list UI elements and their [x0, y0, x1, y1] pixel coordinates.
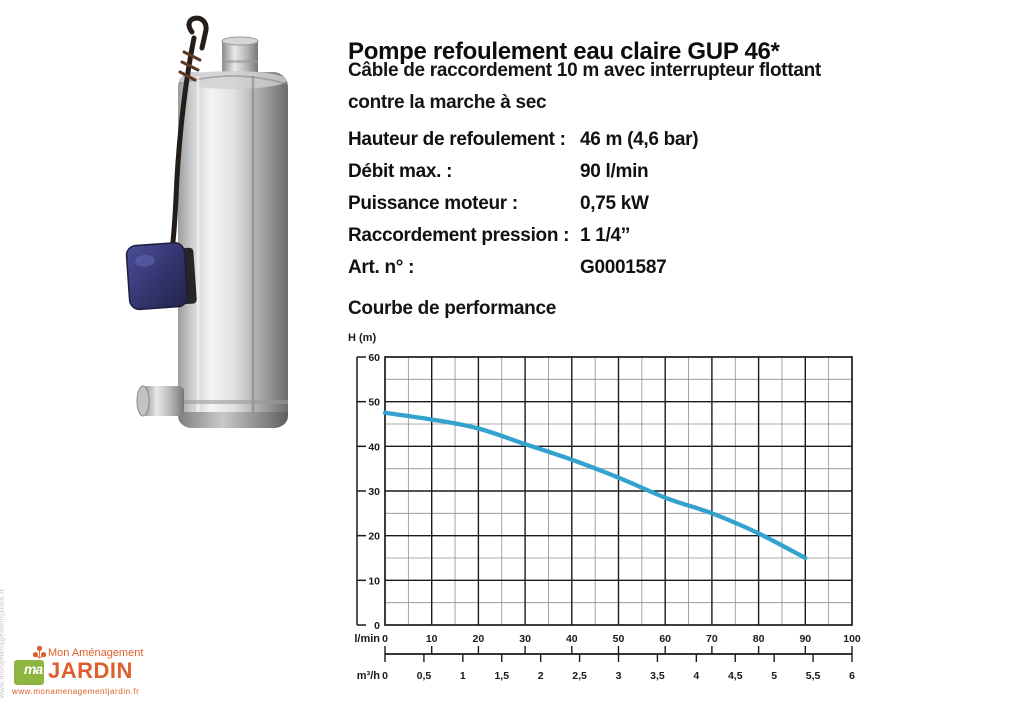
performance-chart: 0 10 20 30 40 50 60 H (m) l/min 0 10 20 30 40 50 60 70 80…: [340, 328, 870, 694]
spec-value: 90 l/min: [580, 161, 649, 182]
spec-table: Hauteur de refoulement : 46 m (4,6 bar) Dé…: [348, 124, 908, 284]
pump-body: [178, 71, 288, 428]
pump-photo-illustration: [125, 15, 288, 428]
product-description-line1: Câble de raccordement 10 m avec interrup…: [348, 60, 821, 81]
x-tick-label-m3h: 5: [771, 670, 777, 682]
x-tick-label-m3h: 5,5: [806, 670, 821, 682]
x-tick-label-m3h: 3: [616, 670, 622, 682]
spec-row: Art. n° : G0001587: [348, 252, 908, 284]
plot-border: [384, 356, 853, 626]
product-description-line2: contre la marche à sec: [348, 92, 547, 113]
logo-brand-main: JARDIN: [48, 658, 133, 683]
x-tick-label-lmin: 20: [473, 633, 485, 645]
spec-label: Hauteur de refoulement :: [348, 129, 566, 150]
x-tick-label-m3h: 2,5: [572, 670, 587, 682]
spec-row: Débit max. : 90 l/min: [348, 156, 908, 188]
y-tick-label: 0: [374, 620, 380, 632]
logo-url: www.monamenagementjardin.fr: [12, 687, 140, 696]
x-tick-label-m3h: 1: [460, 670, 466, 682]
x-tick-label-lmin: 0: [382, 633, 388, 645]
logo-green-square: ma: [14, 660, 44, 685]
spec-value: 0,75 kW: [580, 193, 649, 214]
pump-outlet-bottom: [136, 385, 184, 417]
logo-monogram: ma: [23, 661, 43, 677]
x-tick-label-lmin: 100: [843, 633, 861, 645]
spec-value: 46 m (4,6 bar): [580, 129, 699, 150]
spec-label: Puissance moteur :: [348, 193, 518, 214]
x-tick-label-m3h: 0,5: [417, 670, 432, 682]
float-switch: [125, 242, 197, 311]
trefoil-icon: [32, 645, 47, 659]
x-tick-label-lmin: 10: [426, 633, 438, 645]
spec-row: Puissance moteur : 0,75 kW: [348, 188, 908, 220]
site-logo[interactable]: Mon Aménagement ma JARDIN www.monamenage…: [10, 642, 160, 700]
logo-brand-top: Mon Aménagement: [48, 647, 144, 659]
y-tick-label: 60: [368, 352, 380, 364]
x-axis-secondary-title: m³/h: [357, 670, 381, 682]
x-tick-label-lmin: 50: [613, 633, 625, 645]
x-tick-label-m3h: 4: [693, 670, 699, 682]
spec-label: Art. n° :: [348, 257, 415, 278]
x-tick-label-m3h: 6: [849, 670, 855, 682]
x-tick-label-lmin: 40: [566, 633, 578, 645]
x-tick-label-lmin: 70: [706, 633, 718, 645]
x-tick-label-lmin: 30: [519, 633, 531, 645]
spec-label: Raccordement pression :: [348, 225, 570, 246]
y-tick-label: 20: [368, 531, 380, 543]
page-title: Pompe refoulement eau claire GUP 46*: [348, 38, 780, 66]
x-tick-label-m3h: 0: [382, 670, 388, 682]
y-tick-label: 50: [368, 397, 380, 409]
y-tick-label: 40: [368, 441, 380, 453]
x-tick-label-m3h: 1,5: [494, 670, 509, 682]
x-tick-label-m3h: 3,5: [650, 670, 665, 682]
x-tick-label-lmin: 90: [799, 633, 811, 645]
performance-curve: [382, 410, 808, 561]
y-axis-title: H (m): [348, 332, 376, 344]
y-tick-label: 10: [368, 575, 380, 587]
x-tick-label-m3h: 4,5: [728, 670, 743, 682]
x-tick-label-m3h: 2: [538, 670, 544, 682]
spec-value: G0001587: [580, 257, 667, 278]
left-watermark: www.monamenagementjardin.fr: [0, 588, 6, 698]
product-photo: [122, 8, 322, 440]
chart-title: Courbe de performance: [348, 298, 557, 319]
y-tick-label: 30: [368, 486, 380, 498]
x-tick-label-lmin: 60: [659, 633, 671, 645]
spec-row: Hauteur de refoulement : 46 m (4,6 bar): [348, 124, 908, 156]
x-tick-label-lmin: 80: [753, 633, 765, 645]
spec-row: Raccordement pression : 1 1/4’’: [348, 220, 908, 252]
x-axis-primary-title: l/min: [354, 633, 380, 645]
spec-value: 1 1/4’’: [580, 225, 631, 246]
spec-label: Débit max. :: [348, 161, 453, 182]
